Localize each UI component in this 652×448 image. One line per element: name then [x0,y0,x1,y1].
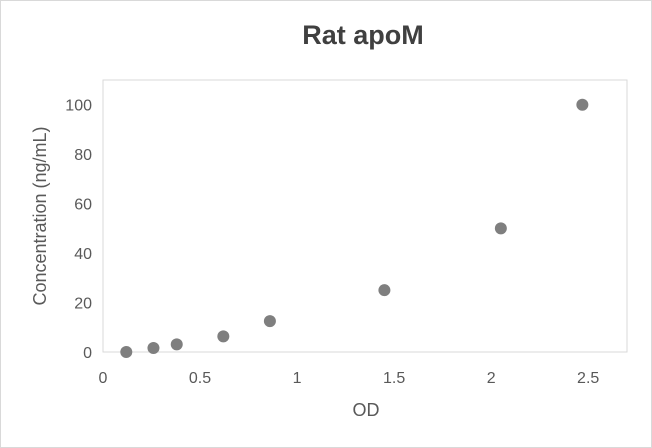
chart-title: Rat apoM [302,20,424,50]
x-tick-label: 2 [487,370,496,387]
data-point [494,222,507,235]
y-axis-label: Concentration (ng/mL) [30,126,50,305]
y-tick-label: 0 [83,345,92,362]
x-axis-label: OD [353,400,380,420]
plot-area [102,79,628,353]
x-tick-label: 2.5 [577,370,599,387]
y-tick-label: 40 [74,246,92,263]
data-point [378,284,391,297]
y-tick-label: 20 [74,296,92,313]
data-point [170,338,183,351]
x-tick-label: 1 [293,370,302,387]
data-point [147,342,160,355]
y-tick-label: 100 [65,98,92,115]
data-point [263,315,276,328]
data-points [120,98,589,358]
y-axis-tick-labels: 0 20 40 60 80 100 [65,98,92,362]
y-tick-label: 60 [74,197,92,214]
data-point [217,330,230,343]
x-tick-label: 1.5 [383,370,405,387]
x-axis-tick-labels: 0 0.5 1 1.5 2 2.5 [99,370,600,387]
x-tick-label: 0.5 [189,370,211,387]
data-point [120,346,133,358]
y-tick-label: 80 [74,147,92,164]
x-tick-label: 0 [99,370,108,387]
data-point [576,98,589,111]
